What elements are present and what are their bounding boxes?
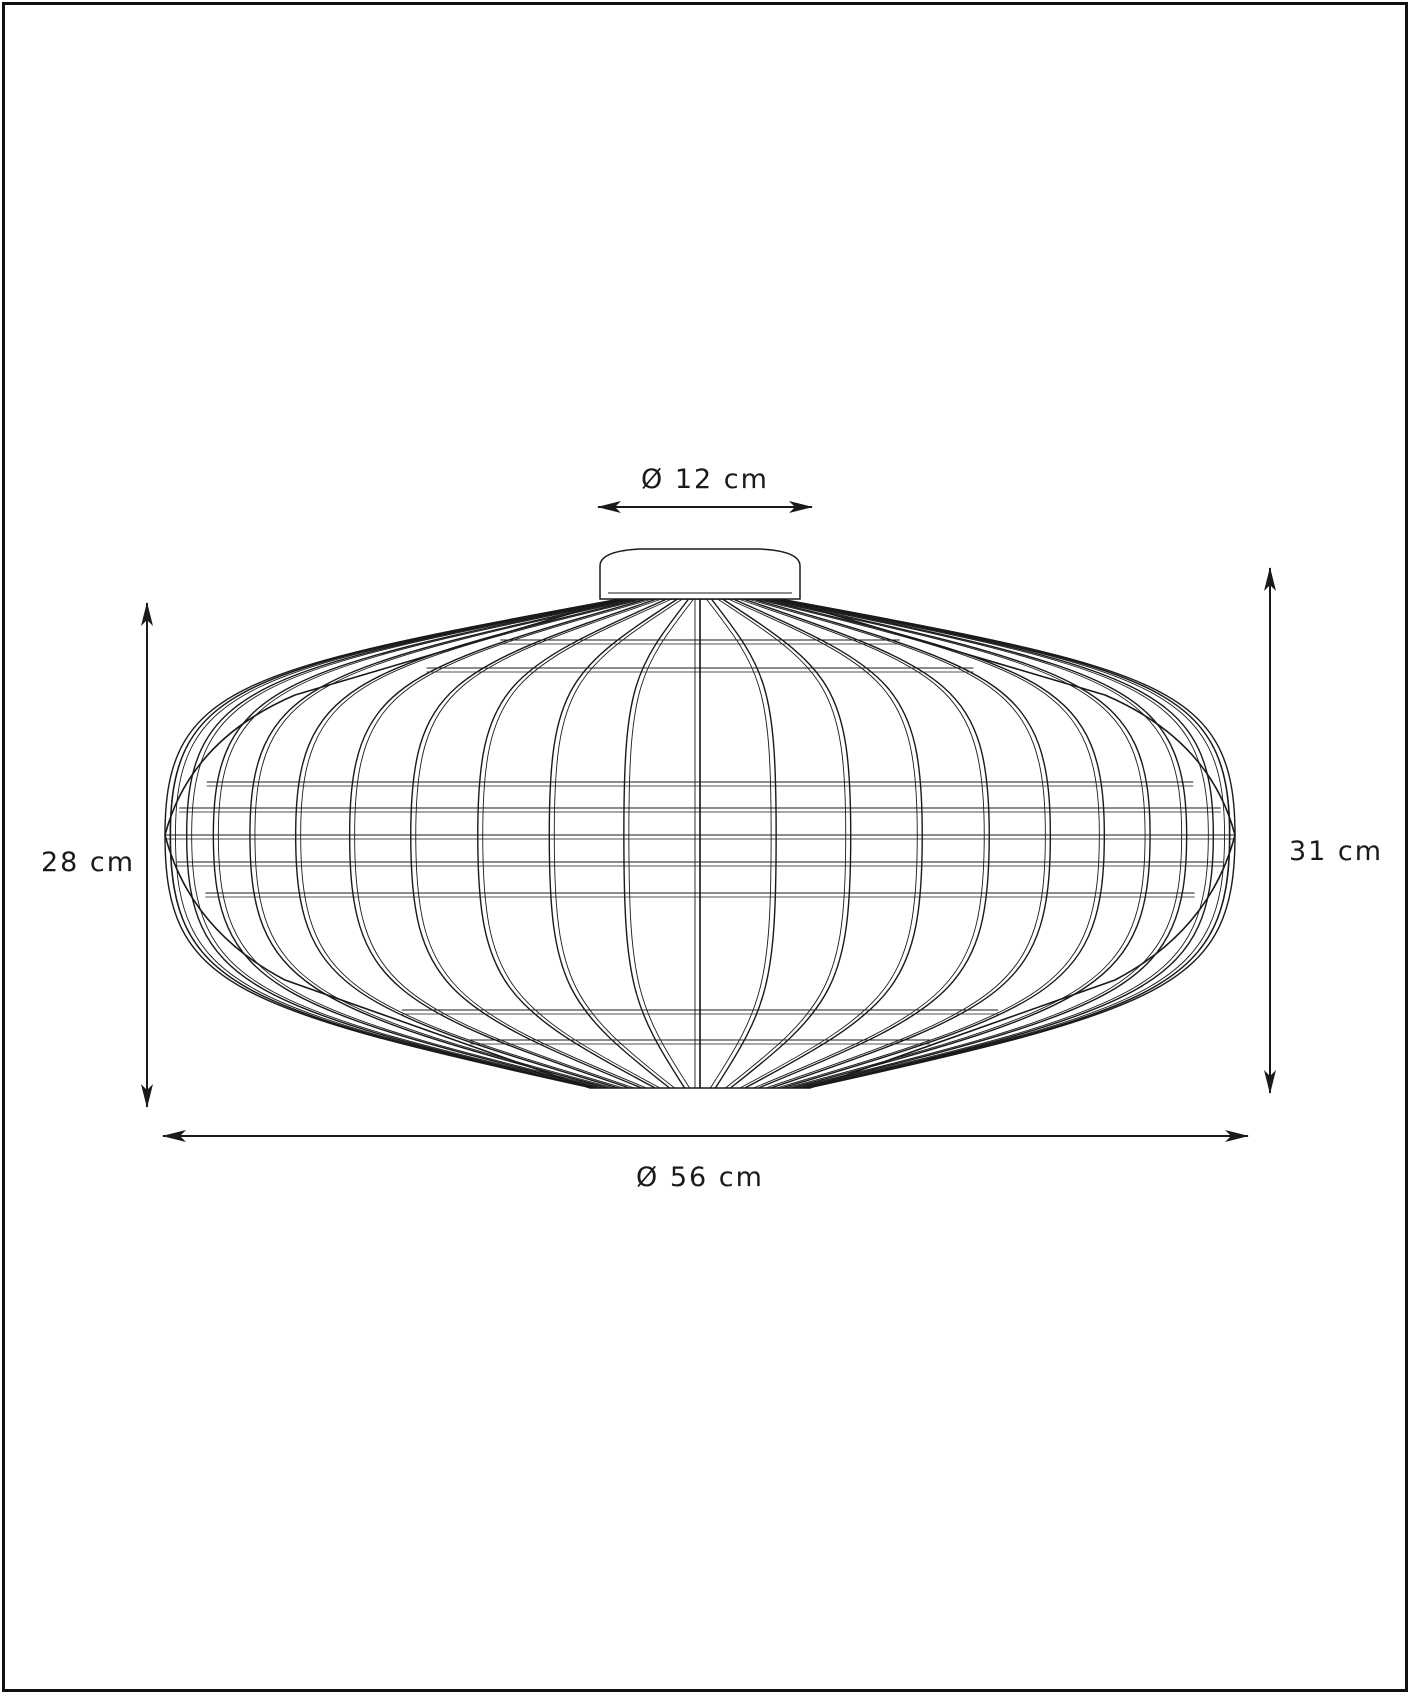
lamp-canopy <box>599 548 801 600</box>
dimension-canopy-diameter: Ø 12 cm <box>597 464 813 513</box>
dimension-overall-diameter: Ø 56 cm <box>162 1130 1249 1193</box>
canopy-diameter-label: Ø 12 cm <box>641 464 769 495</box>
shade-outline <box>164 598 1236 1089</box>
lamp-shade <box>164 598 1236 1089</box>
total-height-label: 31 cm <box>1289 836 1383 867</box>
shade-rings <box>165 639 1235 1045</box>
dimension-total-height: 31 cm <box>1264 567 1383 1094</box>
shade-height-label: 28 cm <box>41 847 135 878</box>
dimension-shade-height: 28 cm <box>41 602 153 1108</box>
overall-diameter-label: Ø 56 cm <box>636 1162 764 1193</box>
